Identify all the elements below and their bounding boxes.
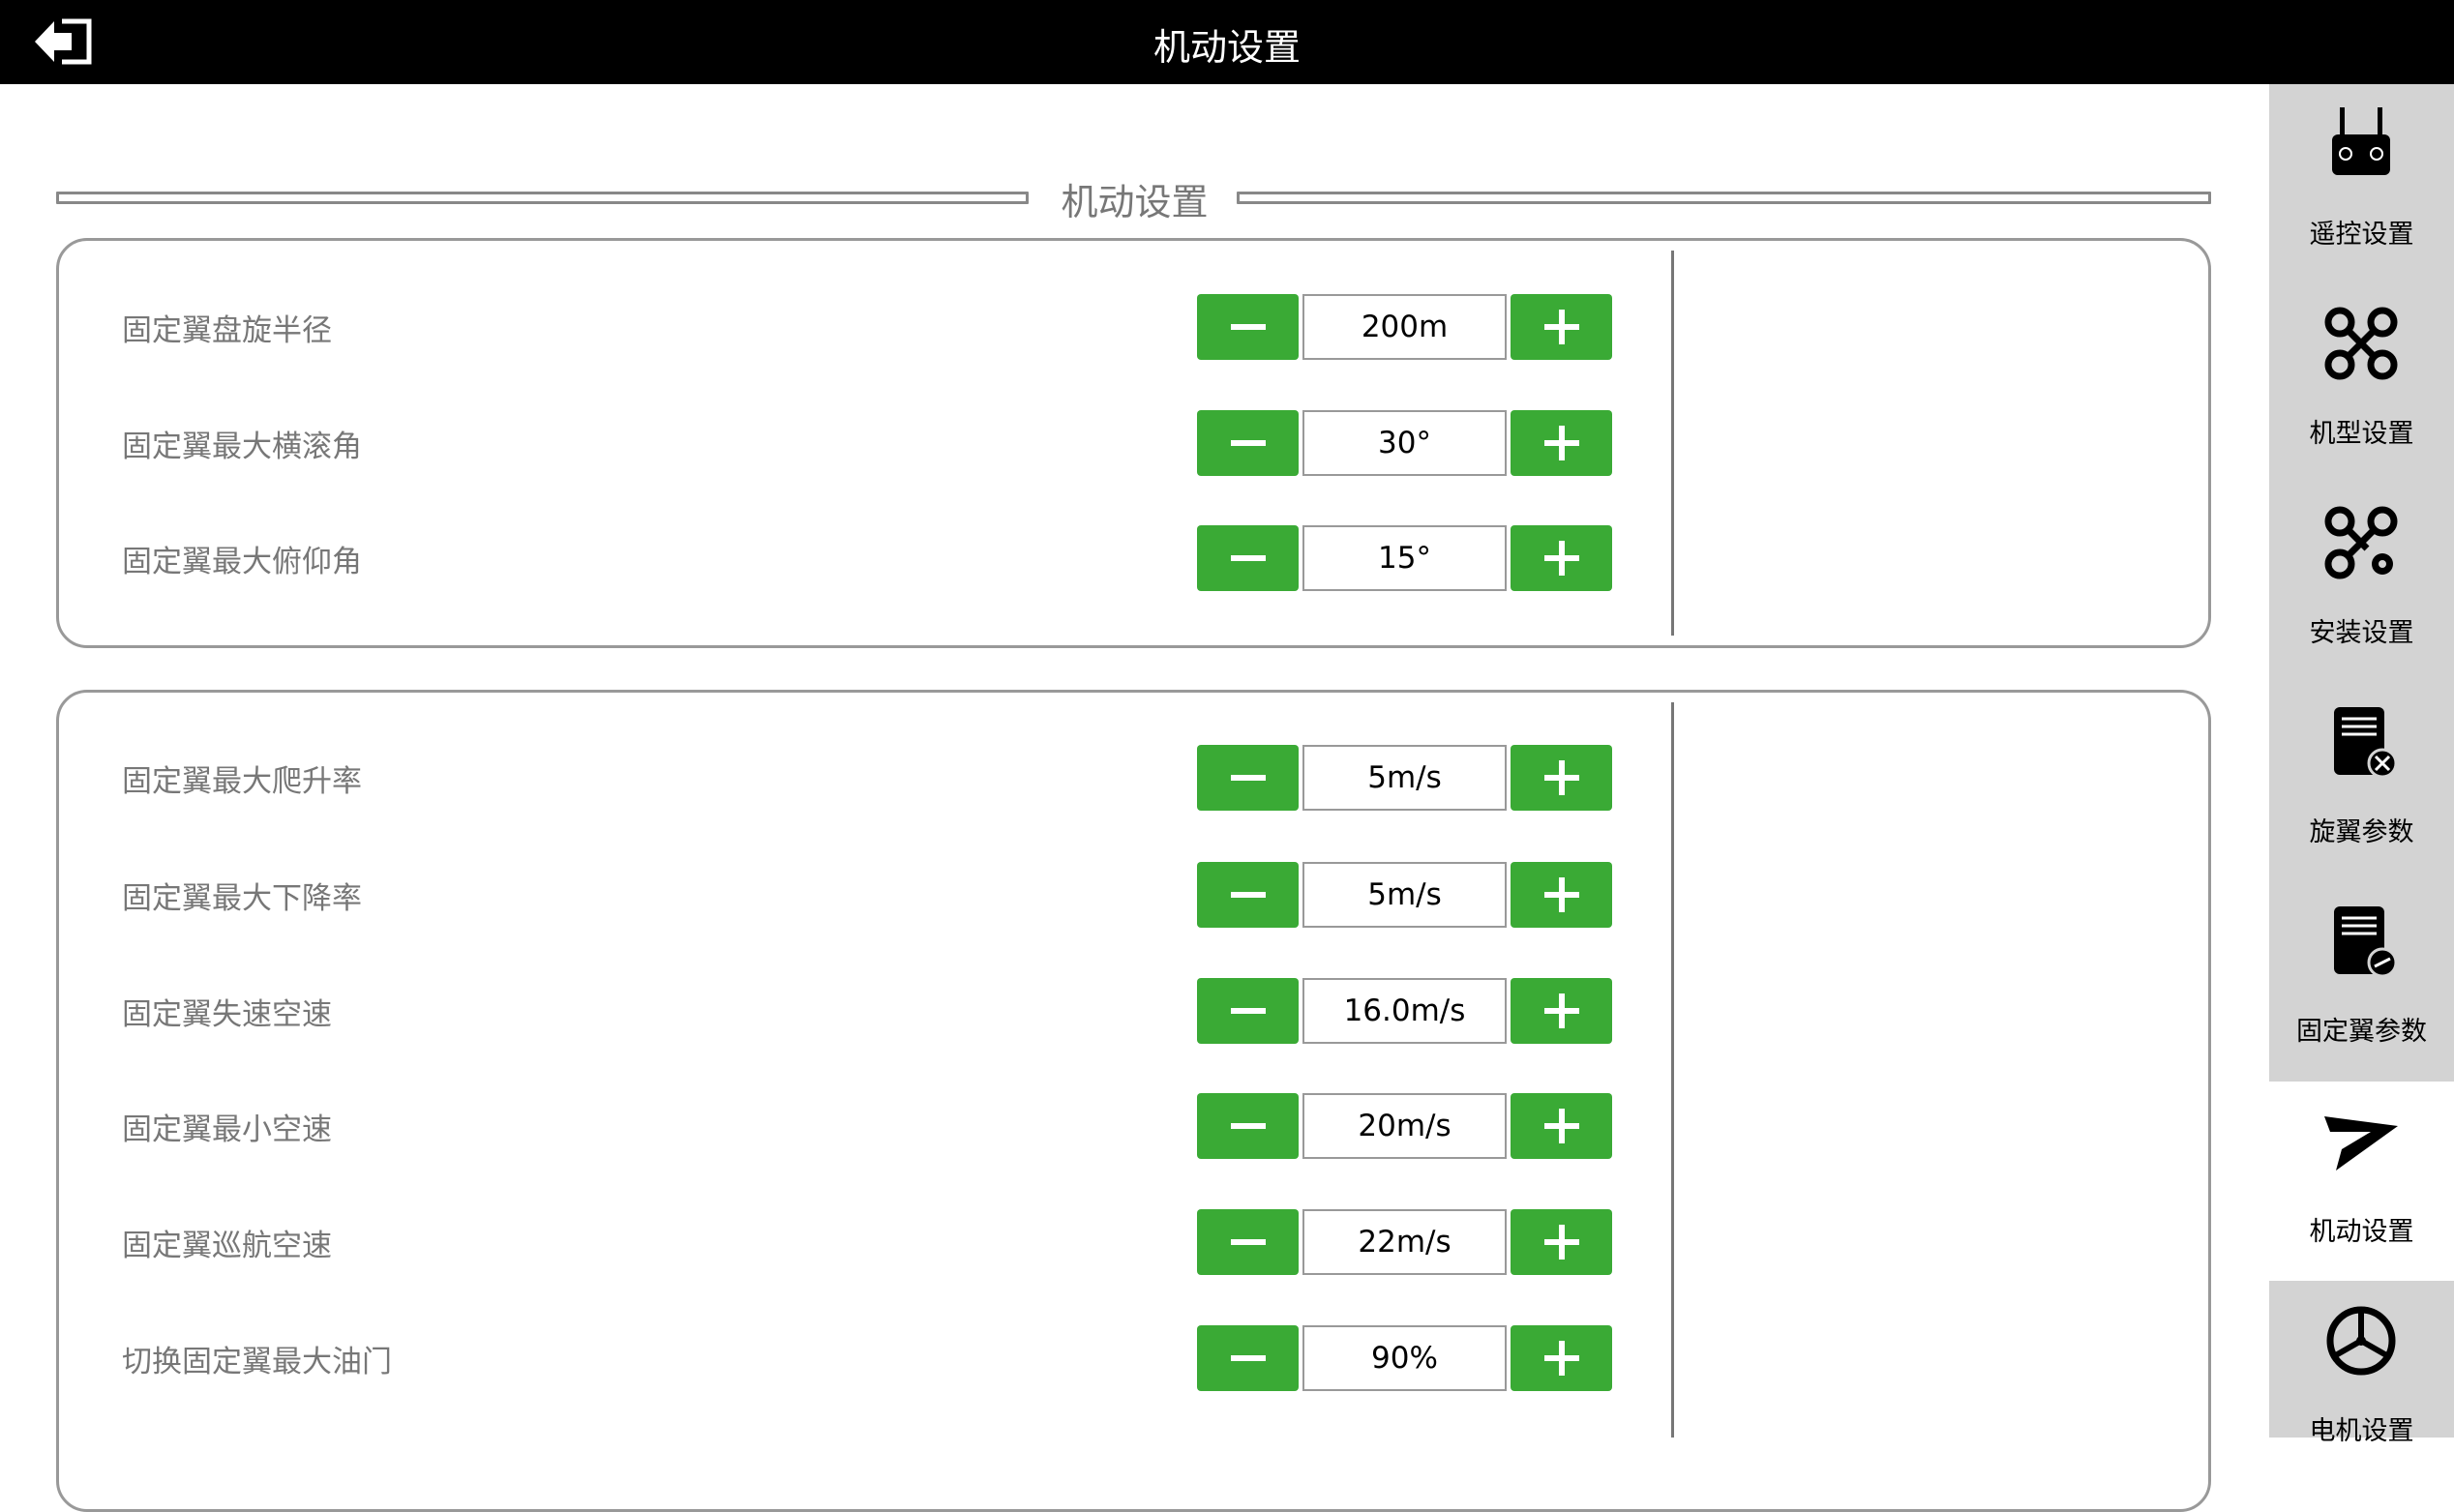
remote-controller-icon <box>2332 107 2390 175</box>
setting-row: 固定翼盘旋半径 200m <box>0 294 2269 360</box>
decrement-button[interactable] <box>1197 1093 1299 1159</box>
paper-plane-icon <box>2324 1116 2398 1171</box>
sidebar-item-fixed-wing-params[interactable]: 固定翼参数 <box>2269 881 2454 1081</box>
settings-group-1 <box>56 238 2211 648</box>
plus-icon <box>1543 877 1579 912</box>
plus-icon <box>1543 1341 1579 1376</box>
decrement-button[interactable] <box>1197 862 1299 928</box>
sidebar-item-label: 遥控设置 <box>2309 220 2414 250</box>
decrement-button[interactable] <box>1197 978 1299 1044</box>
setting-row: 固定翼最大下降率 5m/s <box>0 862 2269 928</box>
sidebar-item-maneuver[interactable]: 机动设置 <box>2269 1082 2454 1281</box>
sidebar-item-model[interactable]: 机型设置 <box>2269 283 2454 483</box>
sidebar-item-label: 旋翼参数 <box>2309 817 2414 847</box>
minus-icon <box>1230 324 1266 330</box>
column-divider <box>1671 702 1674 1438</box>
increment-button[interactable] <box>1511 745 1612 811</box>
setting-label: 固定翼最大爬升率 <box>122 764 362 799</box>
setting-value-field[interactable]: 16.0m/s <box>1302 978 1507 1044</box>
sidebar: 遥控设置 机型设置 安装设置 旋翼参数 固定翼参数 机动设置 电机设置 <box>2269 84 2454 1446</box>
minus-icon <box>1230 1355 1266 1361</box>
plus-icon <box>1543 541 1579 576</box>
decrement-button[interactable] <box>1197 745 1299 811</box>
fixed-wing-params-icon <box>2334 906 2398 978</box>
increment-button[interactable] <box>1511 1093 1612 1159</box>
increment-button[interactable] <box>1511 525 1612 591</box>
minus-icon <box>1230 1008 1266 1014</box>
drone-icon <box>2324 307 2398 380</box>
setting-row: 固定翼最大横滚角 30° <box>0 410 2269 476</box>
setting-row: 切换固定翼最大油门 90% <box>0 1325 2269 1391</box>
setting-label: 切换固定翼最大油门 <box>122 1345 392 1379</box>
setting-label: 固定翼盘旋半径 <box>122 313 332 348</box>
minus-icon <box>1230 555 1266 561</box>
setting-value-field[interactable]: 90% <box>1302 1325 1507 1391</box>
setting-value-field[interactable]: 30° <box>1302 410 1507 476</box>
plus-icon <box>1543 993 1579 1028</box>
section-title: 机动设置 <box>1061 181 1209 223</box>
sidebar-item-label: 机动设置 <box>2309 1217 2414 1247</box>
increment-button[interactable] <box>1511 978 1612 1044</box>
minus-icon <box>1230 1239 1266 1245</box>
plus-icon <box>1543 1109 1579 1143</box>
plus-icon <box>1543 1225 1579 1260</box>
setting-label: 固定翼最大俯仰角 <box>122 545 362 579</box>
setting-label: 固定翼失速空速 <box>122 997 332 1032</box>
title-divider-left <box>56 192 1029 204</box>
decrement-button[interactable] <box>1197 1209 1299 1275</box>
page-title: 机动设置 <box>1152 26 1301 69</box>
setting-row: 固定翼巡航空速 22m/s <box>0 1209 2269 1275</box>
sidebar-item-motor[interactable]: 电机设置 <box>2269 1281 2454 1480</box>
sidebar-item-rotor-params[interactable]: 旋翼参数 <box>2269 682 2454 881</box>
setting-label: 固定翼最大下降率 <box>122 881 362 916</box>
sidebar-item-install[interactable]: 安装设置 <box>2269 483 2454 682</box>
drone-gear-icon <box>2324 506 2398 579</box>
setting-row: 固定翼最大爬升率 5m/s <box>0 745 2269 811</box>
increment-button[interactable] <box>1511 862 1612 928</box>
exit-arrow-icon[interactable] <box>33 17 95 66</box>
rotor-params-icon <box>2334 707 2398 779</box>
minus-icon <box>1230 775 1266 781</box>
propeller-icon <box>2326 1306 2396 1376</box>
top-bar: 机动设置 <box>0 0 2454 84</box>
increment-button[interactable] <box>1511 294 1612 360</box>
sidebar-item-label: 安装设置 <box>2309 618 2414 648</box>
setting-value-field[interactable]: 200m <box>1302 294 1507 360</box>
plus-icon <box>1543 426 1579 460</box>
decrement-button[interactable] <box>1197 294 1299 360</box>
minus-icon <box>1230 892 1266 898</box>
decrement-button[interactable] <box>1197 410 1299 476</box>
sidebar-item-label: 机型设置 <box>2309 419 2414 449</box>
sidebar-item-label: 电机设置 <box>2309 1416 2414 1446</box>
setting-value-field[interactable]: 22m/s <box>1302 1209 1507 1275</box>
increment-button[interactable] <box>1511 1325 1612 1391</box>
decrement-button[interactable] <box>1197 525 1299 591</box>
setting-value-field[interactable]: 5m/s <box>1302 745 1507 811</box>
title-divider-right <box>1237 192 2211 204</box>
increment-button[interactable] <box>1511 1209 1612 1275</box>
setting-value-field[interactable]: 20m/s <box>1302 1093 1507 1159</box>
plus-icon <box>1543 310 1579 344</box>
minus-icon <box>1230 1123 1266 1129</box>
setting-value-field[interactable]: 15° <box>1302 525 1507 591</box>
sidebar-item-label: 固定翼参数 <box>2296 1017 2427 1047</box>
decrement-button[interactable] <box>1197 1325 1299 1391</box>
setting-row: 固定翼失速空速 16.0m/s <box>0 978 2269 1044</box>
column-divider <box>1671 251 1674 636</box>
setting-label: 固定翼最小空速 <box>122 1112 332 1147</box>
plus-icon <box>1543 760 1579 795</box>
setting-label: 固定翼巡航空速 <box>122 1229 332 1263</box>
setting-label: 固定翼最大横滚角 <box>122 430 362 464</box>
setting-row: 固定翼最大俯仰角 15° <box>0 525 2269 591</box>
setting-row: 固定翼最小空速 20m/s <box>0 1093 2269 1159</box>
sidebar-item-remote[interactable]: 遥控设置 <box>2269 84 2454 283</box>
minus-icon <box>1230 440 1266 446</box>
setting-value-field[interactable]: 5m/s <box>1302 862 1507 928</box>
increment-button[interactable] <box>1511 410 1612 476</box>
